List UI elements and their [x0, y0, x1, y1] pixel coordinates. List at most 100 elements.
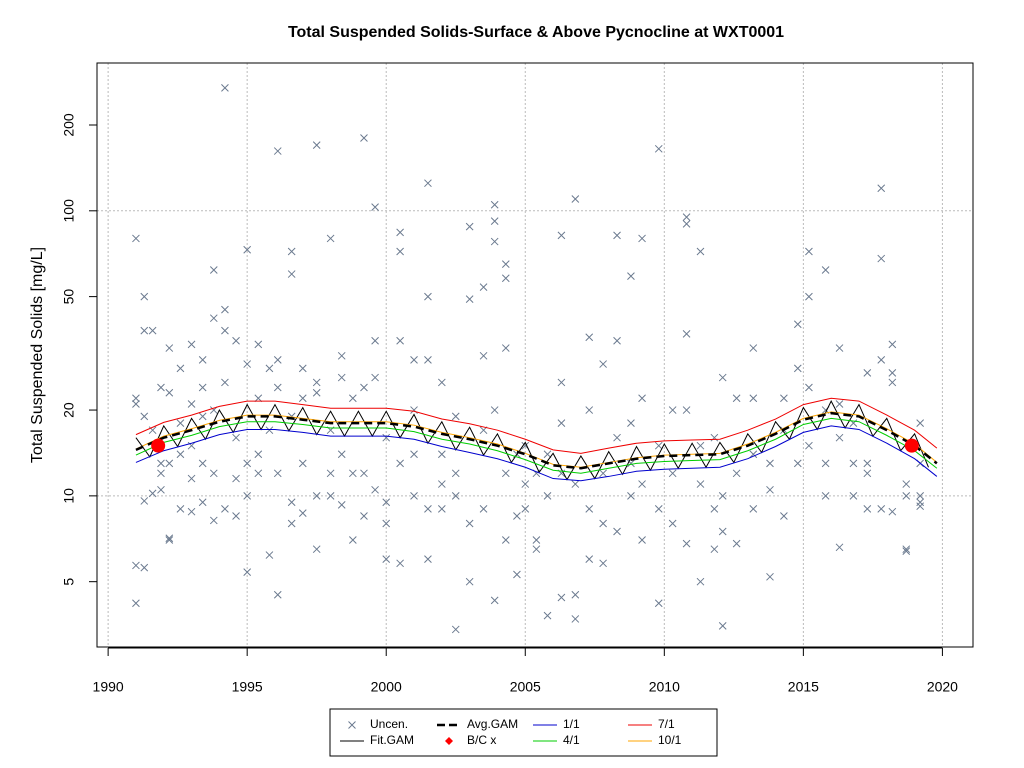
- data-point: [557, 231, 566, 240]
- data-point: [479, 505, 488, 513]
- data-point: [682, 219, 691, 228]
- data-point: [298, 364, 307, 373]
- data-point: [904, 438, 919, 453]
- data-point: [585, 505, 594, 513]
- data-point: [140, 563, 149, 572]
- data-point: [654, 144, 663, 153]
- x-tick-label: 1995: [232, 679, 263, 695]
- data-point: [513, 570, 521, 579]
- x-tick-label: 2000: [371, 679, 402, 695]
- data-point: [198, 459, 207, 468]
- data-line: [135, 417, 938, 474]
- data-point: [165, 344, 174, 352]
- data-point: [805, 292, 813, 301]
- data-point: [132, 599, 140, 608]
- data-point: [805, 247, 813, 256]
- data-point: [382, 555, 391, 563]
- data-point: [682, 213, 691, 222]
- legend-label: 4/1: [563, 733, 580, 747]
- data-point: [151, 438, 166, 453]
- data-point: [501, 274, 510, 283]
- data-point: [265, 551, 274, 559]
- data-point: [265, 426, 274, 435]
- data-point: [490, 200, 499, 209]
- data-point: [543, 611, 552, 620]
- data-point: [287, 519, 296, 528]
- data-point: [243, 360, 252, 368]
- data-point: [654, 599, 663, 608]
- legend-label: 7/1: [658, 717, 675, 731]
- data-point: [312, 492, 321, 500]
- data-point: [682, 539, 691, 548]
- data-point: [863, 469, 872, 478]
- data-point: [298, 394, 307, 403]
- data-point: [187, 340, 196, 349]
- data-point: [312, 378, 321, 387]
- data-point: [780, 394, 788, 403]
- data-point: [465, 222, 474, 231]
- data-point: [627, 419, 635, 427]
- data-point: [599, 469, 607, 478]
- data-point: [410, 492, 418, 500]
- data-point: [696, 577, 705, 586]
- data-point: [157, 383, 165, 392]
- data-point: [877, 254, 886, 263]
- data-point: [232, 474, 240, 483]
- data-point: [571, 195, 580, 203]
- data-point: [360, 469, 368, 478]
- data-point: [465, 519, 474, 528]
- data-point: [371, 336, 379, 345]
- data-point: [157, 469, 165, 478]
- data-point: [718, 527, 727, 536]
- data-point: [877, 505, 886, 513]
- data-point: [273, 469, 282, 478]
- data-point: [451, 625, 460, 634]
- data-point: [209, 516, 218, 525]
- data-point: [221, 305, 229, 314]
- data-point: [718, 621, 727, 630]
- data-point: [424, 555, 432, 563]
- data-point: [682, 406, 691, 414]
- data-point: [668, 469, 677, 478]
- data-point: [254, 394, 263, 403]
- x-tick-label: 1990: [93, 679, 124, 695]
- legend-box: [329, 708, 718, 757]
- data-point: [821, 266, 830, 274]
- data-point: [916, 502, 925, 511]
- data-point: [451, 469, 460, 478]
- data-point: [863, 369, 872, 377]
- data-point: [337, 351, 346, 360]
- data-point: [835, 344, 844, 352]
- data-point: [424, 292, 432, 301]
- data-point: [265, 364, 274, 373]
- data-point: [543, 450, 552, 459]
- data-point: [613, 433, 621, 442]
- data-point: [273, 383, 282, 392]
- data-point: [479, 351, 488, 360]
- data-point: [557, 419, 566, 427]
- data-point: [273, 147, 282, 155]
- data-point: [613, 527, 621, 536]
- data-point: [424, 505, 432, 513]
- data-point: [863, 459, 872, 468]
- data-point: [165, 459, 174, 468]
- data-point: [337, 500, 346, 509]
- data-point: [749, 505, 758, 513]
- data-point: [543, 492, 552, 500]
- data-point: [176, 505, 185, 513]
- data-point: [638, 536, 646, 544]
- x-tick-label: 2005: [510, 679, 541, 695]
- data-point: [326, 469, 335, 478]
- data-point: [465, 577, 474, 586]
- data-point: [140, 326, 149, 335]
- data-point: [198, 356, 207, 364]
- data-point: [232, 512, 240, 520]
- data-point: [410, 406, 418, 414]
- data-point: [654, 441, 663, 450]
- data-point: [243, 568, 252, 577]
- data-point: [312, 545, 321, 554]
- data-point: [821, 492, 830, 500]
- data-point: [298, 459, 307, 468]
- data-point: [696, 480, 705, 488]
- data-point: [916, 492, 925, 500]
